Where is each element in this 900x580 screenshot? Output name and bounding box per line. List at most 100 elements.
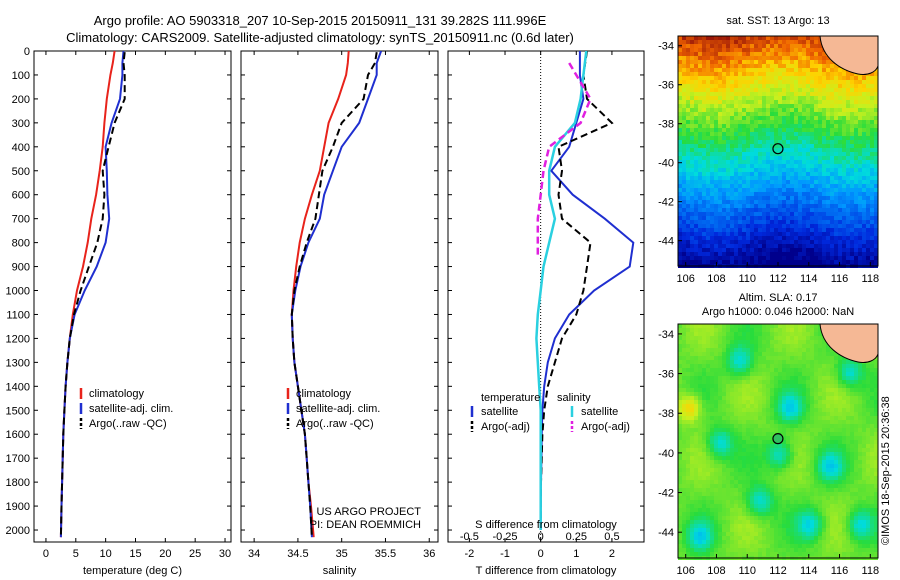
- map-cell: [710, 160, 714, 164]
- map-cell: [722, 184, 726, 188]
- map-cell: [710, 368, 714, 372]
- map-cell: [766, 224, 770, 228]
- map-cell: [806, 336, 810, 340]
- map-cell: [754, 364, 758, 368]
- map-cell: [746, 328, 750, 332]
- map-cell: [794, 108, 798, 112]
- map-cell: [874, 464, 878, 468]
- y-tick-label: 1600: [6, 429, 30, 441]
- map-cell: [734, 460, 738, 464]
- map-cell: [746, 144, 750, 148]
- map-cell: [766, 208, 770, 212]
- map-cell: [858, 248, 862, 252]
- map-cell: [766, 180, 770, 184]
- map-cell: [798, 372, 802, 376]
- map-cell: [702, 96, 706, 100]
- map-cell: [810, 180, 814, 184]
- map-cell: [846, 220, 850, 224]
- map-cell: [806, 168, 810, 172]
- map-cell: [842, 156, 846, 160]
- map-cell: [726, 448, 730, 452]
- map-cell: [722, 252, 726, 256]
- map-cell: [786, 360, 790, 364]
- map-cell: [702, 164, 706, 168]
- map-cell: [790, 424, 794, 428]
- map-cell: [798, 96, 802, 100]
- map-cell: [870, 140, 874, 144]
- map-cell: [774, 452, 778, 456]
- map-cell: [774, 48, 778, 52]
- map-cell: [698, 124, 702, 128]
- map-cell: [842, 132, 846, 136]
- map-cell: [770, 404, 774, 408]
- map-cell: [770, 92, 774, 96]
- map-cell: [818, 160, 822, 164]
- map-cell: [726, 48, 730, 52]
- map-cell: [874, 440, 878, 444]
- map-cell: [794, 180, 798, 184]
- map-cell: [810, 236, 814, 240]
- map-cell: [742, 180, 746, 184]
- map-cell: [742, 104, 746, 108]
- map-cell: [730, 220, 734, 224]
- map-cell: [678, 324, 682, 328]
- map-cell: [782, 464, 786, 468]
- map-cell: [714, 364, 718, 368]
- map-cell: [770, 260, 774, 264]
- map-cell: [814, 76, 818, 80]
- map-cell: [854, 200, 858, 204]
- map-cell: [802, 176, 806, 180]
- map-cell: [774, 152, 778, 156]
- map-cell: [826, 408, 830, 412]
- map-cell: [818, 204, 822, 208]
- map-cell: [686, 120, 690, 124]
- map-cell: [770, 36, 774, 40]
- map-cell: [730, 444, 734, 448]
- map-cell: [846, 364, 850, 368]
- map-cell: [794, 440, 798, 444]
- map-cell: [778, 188, 782, 192]
- map-cell: [698, 36, 702, 40]
- map-cell: [690, 148, 694, 152]
- map-cell: [762, 348, 766, 352]
- map-cell: [862, 216, 866, 220]
- map-cell: [686, 380, 690, 384]
- map-cell: [710, 96, 714, 100]
- map-cell: [862, 228, 866, 232]
- map-cell: [702, 208, 706, 212]
- map-cell: [874, 76, 878, 80]
- map-cell: [678, 388, 682, 392]
- map-cell: [794, 92, 798, 96]
- map-cell: [826, 120, 830, 124]
- map-cell: [794, 400, 798, 404]
- map-cell: [862, 212, 866, 216]
- map-cell: [846, 428, 850, 432]
- map-cell: [826, 64, 830, 68]
- map-cell: [822, 448, 826, 452]
- map-cell: [790, 96, 794, 100]
- map-cell: [858, 84, 862, 88]
- map-cell: [790, 148, 794, 152]
- map-cell: [826, 92, 830, 96]
- map-cell: [870, 184, 874, 188]
- map-cell: [790, 212, 794, 216]
- map-cell: [718, 36, 722, 40]
- map-cell: [738, 140, 742, 144]
- map-cell: [690, 432, 694, 436]
- map-cell: [862, 372, 866, 376]
- map-cell: [874, 152, 878, 156]
- map-cell: [698, 372, 702, 376]
- map-cell: [790, 52, 794, 56]
- map-cell: [694, 164, 698, 168]
- map-cell: [786, 200, 790, 204]
- map-cell: [694, 324, 698, 328]
- map-cell: [834, 208, 838, 212]
- map-cell: [766, 432, 770, 436]
- map-cell: [702, 160, 706, 164]
- map-cell: [698, 68, 702, 72]
- map-cell: [770, 420, 774, 424]
- map-cell: [842, 184, 846, 188]
- map-cell: [802, 140, 806, 144]
- map-cell: [686, 404, 690, 408]
- map-cell: [790, 204, 794, 208]
